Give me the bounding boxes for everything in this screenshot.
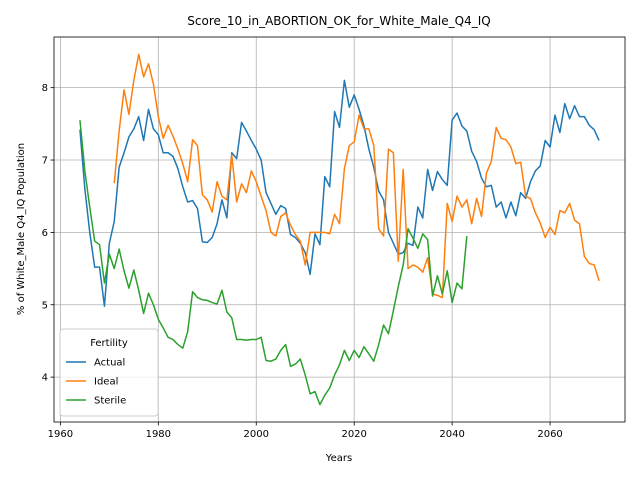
- x-tick-label: 1980: [146, 429, 171, 440]
- y-tick-label: 5: [42, 300, 48, 311]
- y-tick-label: 7: [42, 156, 48, 167]
- y-tick-label: 4: [42, 373, 48, 384]
- data-line: [79, 79, 600, 307]
- data-line: [113, 53, 600, 299]
- x-tick-label: 2000: [244, 429, 269, 440]
- legend-title: Fertility: [90, 338, 128, 349]
- x-tick-label: 2060: [537, 429, 562, 440]
- legend: Fertility Actual Ideal Sterile: [59, 328, 159, 417]
- legend-label: Actual: [94, 358, 125, 369]
- x-tick-label: 1960: [48, 429, 73, 440]
- data-line: [79, 120, 468, 406]
- legend-label: Ideal: [94, 377, 118, 388]
- y-axis-label: % of White_Male Q4_IQ Population: [16, 143, 27, 315]
- y-tick-label: 6: [42, 228, 48, 239]
- plot-frame: [53, 36, 626, 423]
- legend-box: [59, 328, 159, 417]
- legend-label: Sterile: [94, 396, 126, 407]
- x-tick-label: 2040: [439, 429, 464, 440]
- y-tick-label: 8: [42, 83, 48, 94]
- chart-title: Score_10_in_ABORTION_OK_for_White_Male_Q…: [187, 14, 490, 28]
- x-tick-label: 2020: [341, 429, 366, 440]
- x-axis-label: Years: [325, 453, 352, 464]
